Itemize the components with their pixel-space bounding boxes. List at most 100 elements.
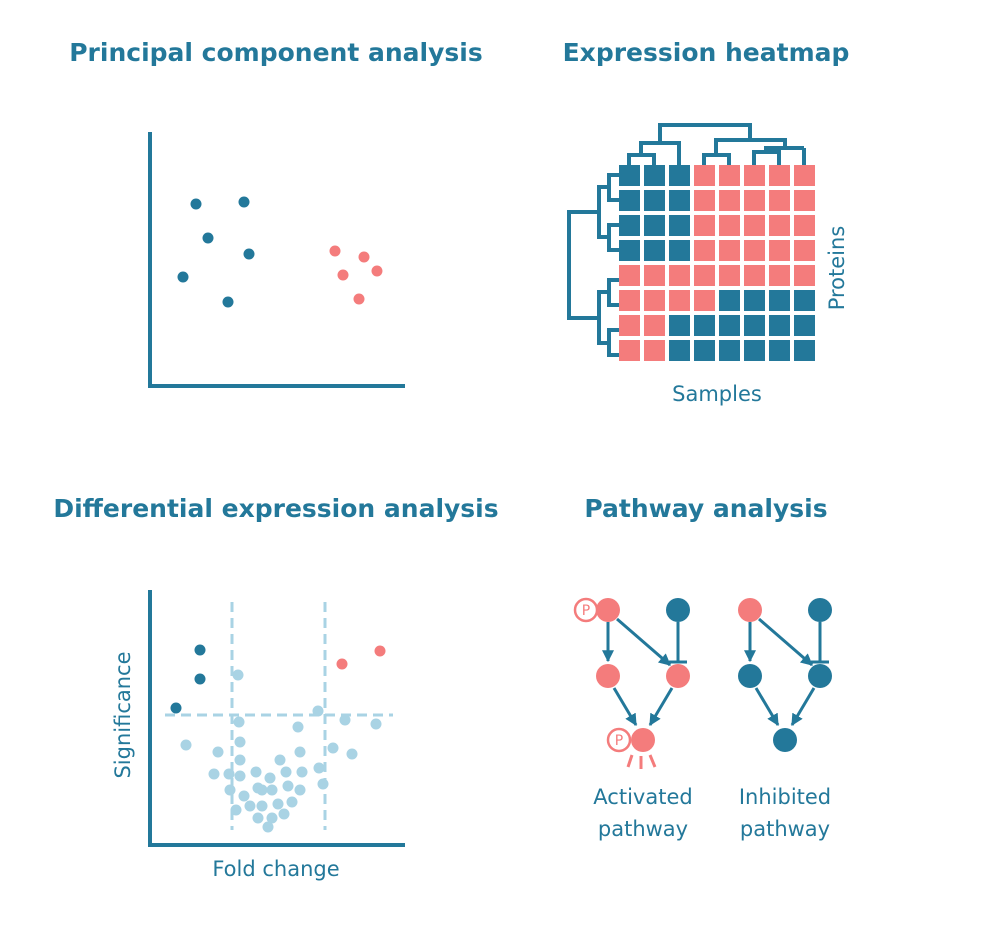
heatmap-cell (694, 240, 715, 261)
dot (296, 766, 308, 778)
dot (294, 784, 306, 796)
heatmap-cell (619, 340, 640, 361)
heatmap-cell (769, 265, 790, 286)
dot (353, 293, 365, 305)
dot (280, 766, 292, 778)
arrow (790, 687, 816, 727)
dot (313, 762, 325, 774)
heatmap-cell (619, 265, 640, 286)
pathway-label: Activated (593, 785, 692, 809)
axis-label: Samples (672, 382, 762, 406)
dot (244, 800, 256, 812)
arrow (612, 687, 638, 727)
node (596, 598, 620, 622)
heatmap-cell (769, 340, 790, 361)
dot (266, 812, 278, 824)
heatmap-cell (744, 165, 765, 186)
heatmap-cell (744, 190, 765, 211)
dot (252, 812, 264, 824)
heatmap-cell (669, 240, 690, 261)
node (666, 598, 690, 622)
dot (272, 798, 284, 810)
inhibition (811, 622, 829, 664)
dot (234, 736, 246, 748)
dot (374, 645, 386, 657)
heatmap-cell (694, 315, 715, 336)
heatmap-cell (794, 190, 815, 211)
dot (266, 784, 278, 796)
dendrogram (567, 173, 619, 357)
heatmap-cell (744, 265, 765, 286)
heatmap-cell (694, 265, 715, 286)
arrow (616, 617, 671, 667)
heatmap-cell (769, 215, 790, 236)
dot (282, 780, 294, 792)
heatmap-cell (794, 340, 815, 361)
node (808, 664, 832, 688)
dot (243, 248, 255, 260)
dot (336, 658, 348, 670)
heatmap-cell (744, 290, 765, 311)
dot (256, 800, 268, 812)
heatmap-cell (694, 165, 715, 186)
node (738, 664, 762, 688)
dot (312, 705, 324, 717)
dot (230, 804, 242, 816)
dot (264, 772, 276, 784)
dot (238, 790, 250, 802)
node (666, 664, 690, 688)
heatmap-cell (644, 190, 665, 211)
activity-rays (626, 754, 657, 769)
dot (202, 232, 214, 244)
heatmap-cell (694, 190, 715, 211)
heatmap-cell (694, 215, 715, 236)
heatmap-cell (644, 240, 665, 261)
dot (233, 716, 245, 728)
panel-title: Expression heatmap (563, 38, 850, 67)
heatmap-cell (769, 315, 790, 336)
arrow (754, 687, 780, 727)
heatmap-cell (769, 240, 790, 261)
heatmap-cell (719, 315, 740, 336)
dot (223, 768, 235, 780)
dot (262, 821, 274, 833)
dot (339, 714, 351, 726)
dot (337, 269, 349, 281)
heatmap-cell (669, 165, 690, 186)
arrow (648, 687, 674, 727)
phospho-label: P (615, 733, 623, 749)
arrow (758, 617, 813, 667)
dot (170, 702, 182, 714)
pathway-label: pathway (598, 817, 688, 841)
heatmap-cell (769, 165, 790, 186)
dot (317, 778, 329, 790)
heatmap-cell (769, 290, 790, 311)
dot (370, 718, 382, 730)
dot (329, 245, 341, 257)
dot (274, 754, 286, 766)
pathway-label: Inhibited (739, 785, 831, 809)
dot (346, 748, 358, 760)
heatmap-cell (719, 215, 740, 236)
dot (190, 198, 202, 210)
phospho-tag (573, 597, 599, 623)
heatmap-cell (794, 165, 815, 186)
dot (256, 784, 268, 796)
heatmap-cell (669, 290, 690, 311)
heatmap-cell (619, 190, 640, 211)
panel-title: Principal component analysis (69, 38, 483, 67)
axes (148, 590, 405, 847)
dot (286, 796, 298, 808)
heatmap-cell (644, 215, 665, 236)
node (738, 598, 762, 622)
heatmap-cell (794, 290, 815, 311)
node (773, 728, 797, 752)
heatmap-cell (669, 315, 690, 336)
dot (180, 739, 192, 751)
dendrogram (627, 123, 806, 165)
dot (250, 766, 262, 778)
heatmap-cell (744, 340, 765, 361)
dot (194, 673, 206, 685)
heatmap-cell (694, 340, 715, 361)
